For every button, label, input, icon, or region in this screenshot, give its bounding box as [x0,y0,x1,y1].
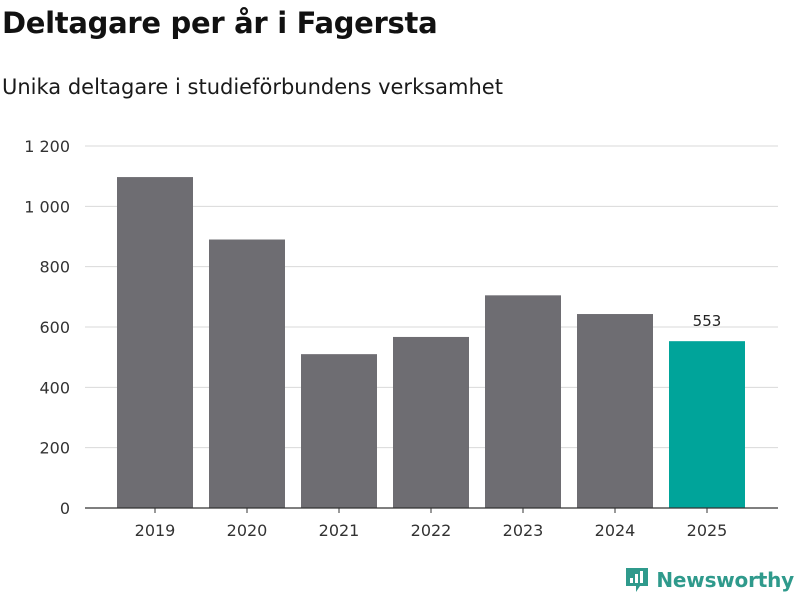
bar-2023 [485,295,561,508]
bar-2025 [669,341,745,508]
bar-2021 [301,354,377,508]
y-tick-label: 200 [39,439,70,458]
newsworthy-logo-icon [626,568,649,592]
x-axis-ticks: 2019 2020 2021 2022 2023 2024 2025 [135,508,728,540]
y-tick-label: 1 000 [24,197,70,216]
bars [117,177,745,509]
chart-title: Deltagare per år i Fagersta [2,6,438,40]
x-tick-label: 2022 [411,521,452,540]
data-label: 553 [693,312,722,330]
data-labels: 553 [693,312,722,330]
bar-2022 [393,336,469,508]
y-axis-ticks: 0 200 400 600 800 1 000 1 200 [24,137,70,518]
x-tick-label: 2023 [503,521,544,540]
x-tick-label: 2021 [319,521,360,540]
y-tick-label: 0 [60,499,70,518]
x-tick-label: 2024 [595,521,636,540]
bar-2024 [577,314,653,508]
x-tick-label: 2019 [135,521,176,540]
brand-name: Newsworthy [656,568,794,592]
y-tick-label: 600 [39,318,70,337]
y-tick-label: 800 [39,258,70,277]
brand-logo: Newsworthy [624,566,794,594]
y-tick-label: 1 200 [24,137,70,156]
x-tick-label: 2025 [687,521,728,540]
chart-subtitle: Unika deltagare i studieförbundens verks… [2,75,503,99]
bar-2019 [117,177,193,509]
y-tick-label: 400 [39,378,70,397]
bar-2020 [209,239,285,508]
x-tick-label: 2020 [227,521,268,540]
